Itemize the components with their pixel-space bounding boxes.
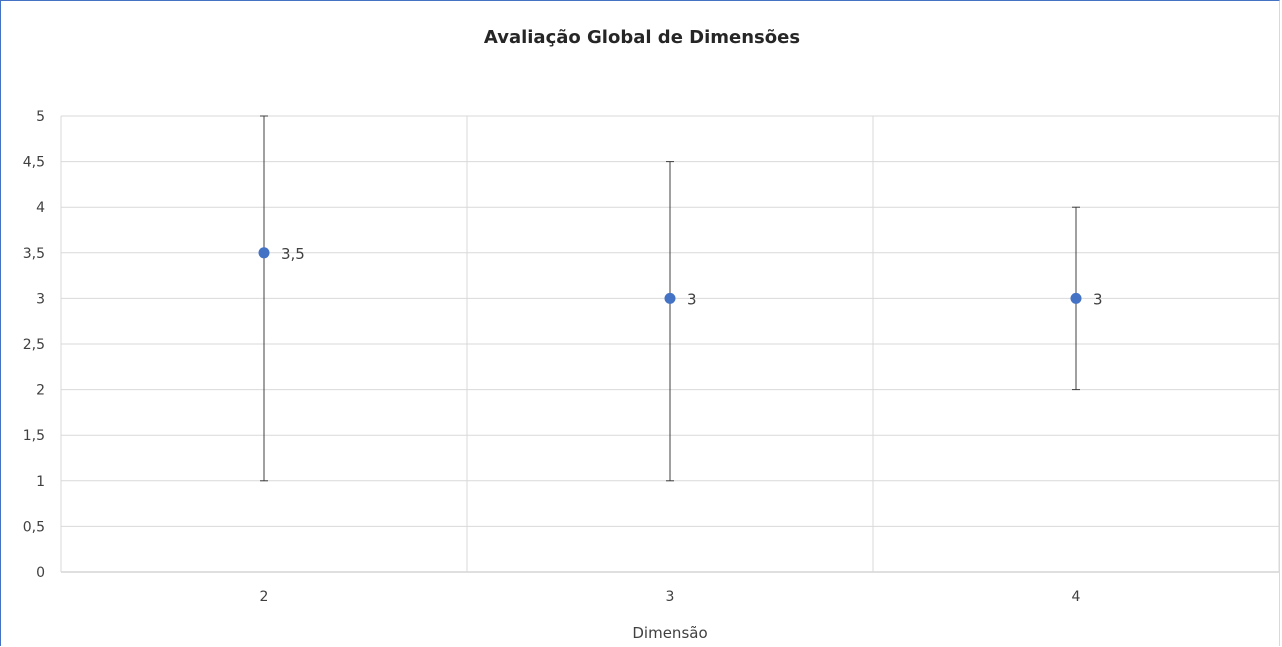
data-point [664,292,676,304]
x-tick-label: 3 [666,589,675,605]
y-tick-label: 1 [36,474,45,490]
y-tick-label: 2 [36,383,45,399]
y-tick-label: 4 [36,200,45,216]
y-tick-label: 5 [36,109,45,125]
data-label: 3 [687,290,697,308]
data-label: 3,5 [281,245,305,263]
x-tick-label: 4 [1072,589,1081,605]
y-tick-label: 3,5 [23,246,45,262]
y-tick-label: 0 [36,565,45,581]
chart-title: Avaliação Global de Dimensões [483,27,801,48]
y-tick-label: 4,5 [23,155,45,171]
data-point [1070,292,1082,304]
x-tick-label: 2 [260,589,269,605]
y-tick-label: 0,5 [23,519,45,535]
y-tick-label: 3 [36,291,45,307]
y-tick-label: 2,5 [23,337,45,353]
x-axis-title: Dimensão [632,624,707,642]
data-point [258,247,270,259]
data-label: 3 [1093,290,1103,308]
y-tick-label: 1,5 [23,428,45,444]
